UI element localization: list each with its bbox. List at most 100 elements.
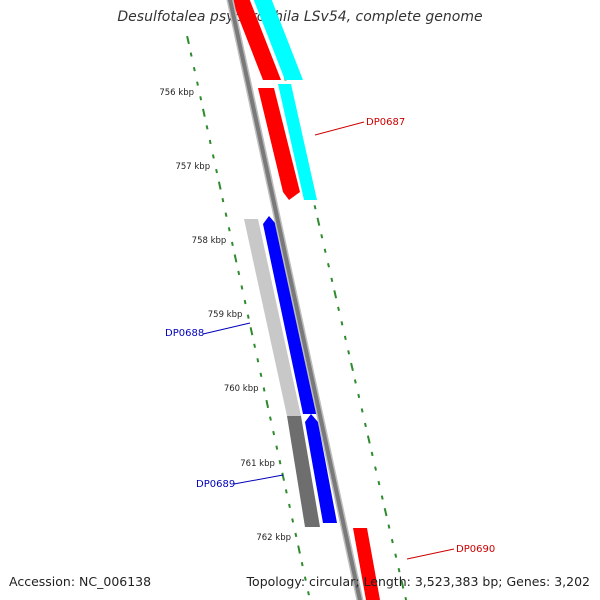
scale-label: 759 kbp <box>208 310 243 320</box>
minor-tick <box>307 591 310 596</box>
minor-tick <box>288 503 291 509</box>
reverse-feature-dp0688[interactable] <box>244 219 301 416</box>
gene-label-leader <box>202 322 251 335</box>
minor-tick <box>224 212 228 217</box>
minor-tick <box>259 372 263 378</box>
topology-value: circular <box>309 574 356 589</box>
length-value: 3,523,383 bp <box>414 574 499 589</box>
reverse-feature-dp0689[interactable] <box>287 416 320 527</box>
gene-label-leader <box>314 121 365 136</box>
minor-tick <box>394 553 398 558</box>
major-tick <box>297 545 301 554</box>
major-tick <box>217 181 222 190</box>
genes-value: 3,202 <box>554 574 590 589</box>
minor-tick <box>256 358 260 363</box>
minor-tick <box>337 306 340 312</box>
minor-tick <box>192 66 196 72</box>
minor-tick <box>313 205 317 210</box>
minor-tick <box>347 350 351 355</box>
minor-tick <box>340 321 344 326</box>
major-tick <box>233 254 238 263</box>
genes-label: Genes: <box>506 574 551 589</box>
minor-tick <box>227 227 231 232</box>
minor-tick <box>240 285 244 290</box>
minor-tick <box>211 154 215 159</box>
minor-tick <box>291 518 295 523</box>
minor-tick <box>390 538 394 544</box>
minor-tick <box>237 270 241 276</box>
minor-tick <box>294 532 298 538</box>
minor-tick <box>189 52 193 57</box>
reverse-cds-dp0689[interactable] <box>305 414 337 523</box>
minor-tick <box>272 430 276 436</box>
major-tick <box>281 472 285 481</box>
minor-tick <box>387 524 391 529</box>
minor-tick <box>253 343 256 348</box>
scale-label: 761 kbp <box>240 459 275 469</box>
minor-tick <box>196 81 199 86</box>
minor-tick <box>360 408 364 413</box>
gene-label-dp0690[interactable]: DP0690 <box>456 544 495 555</box>
gene-label-dp0689[interactable]: DP0689 <box>196 479 235 490</box>
minor-tick <box>199 96 203 101</box>
minor-tick <box>205 125 209 130</box>
topology-label: Topology: <box>246 574 306 589</box>
major-tick <box>400 580 405 589</box>
gene-labels: DP0687 DP0688 DP0689 DP0690 <box>165 117 495 560</box>
minor-tick <box>327 263 330 268</box>
major-tick <box>186 35 190 45</box>
minor-tick <box>404 596 408 600</box>
length-label: Length: <box>363 574 411 589</box>
minor-tick <box>221 197 225 203</box>
major-tick <box>265 399 270 409</box>
minor-tick <box>380 495 384 500</box>
genome-stats: Topology: circular; Length: 3,523,383 bp… <box>246 574 590 589</box>
minor-tick <box>208 139 212 145</box>
minor-tick <box>353 379 357 384</box>
major-tick <box>350 362 354 372</box>
major-tick <box>202 108 206 117</box>
minor-tick <box>278 460 282 465</box>
gene-label-leader <box>233 474 284 485</box>
forward-feature-dp0687[interactable] <box>278 84 317 200</box>
map-title: Desulfotalea psychrophila LSv54, complet… <box>117 9 483 25</box>
forward-cds-dp0687[interactable] <box>258 88 300 200</box>
accession-info: Accession: NC_006138 <box>9 574 151 589</box>
minor-tick <box>231 241 234 247</box>
forward-cds-dp0690[interactable] <box>353 528 380 600</box>
minor-tick <box>364 422 367 428</box>
minor-tick <box>357 393 361 399</box>
minor-tick <box>370 451 374 457</box>
reverse-cds-dp0688[interactable] <box>263 216 318 414</box>
scale-label: 757 kbp <box>175 162 210 172</box>
minor-tick <box>284 489 288 494</box>
minor-tick <box>300 561 304 567</box>
forward-feature-top[interactable] <box>253 0 303 80</box>
minor-tick <box>215 168 218 174</box>
minor-tick <box>343 335 347 341</box>
major-tick <box>249 327 254 336</box>
minor-tick <box>374 466 377 471</box>
major-tick <box>316 217 321 226</box>
minor-tick <box>330 277 334 283</box>
minor-tick <box>320 234 324 239</box>
major-tick <box>383 507 388 517</box>
feature-track <box>231 0 380 600</box>
gene-label-dp0687[interactable]: DP0687 <box>366 117 405 128</box>
accession-label: Accession: <box>9 574 76 589</box>
minor-tick <box>269 416 272 421</box>
gene-label-dp0688[interactable]: DP0688 <box>165 328 204 339</box>
minor-tick <box>377 480 381 486</box>
major-tick <box>333 290 338 299</box>
major-tick <box>366 435 371 444</box>
minor-tick <box>303 576 307 581</box>
accession-value: NC_006138 <box>79 574 152 589</box>
scale-label: 760 kbp <box>224 384 259 394</box>
minor-tick <box>397 567 401 573</box>
minor-tick <box>323 248 327 253</box>
minor-tick <box>262 387 266 392</box>
forward-cds-top[interactable] <box>231 0 281 80</box>
scale-label: 762 kbp <box>256 533 291 543</box>
